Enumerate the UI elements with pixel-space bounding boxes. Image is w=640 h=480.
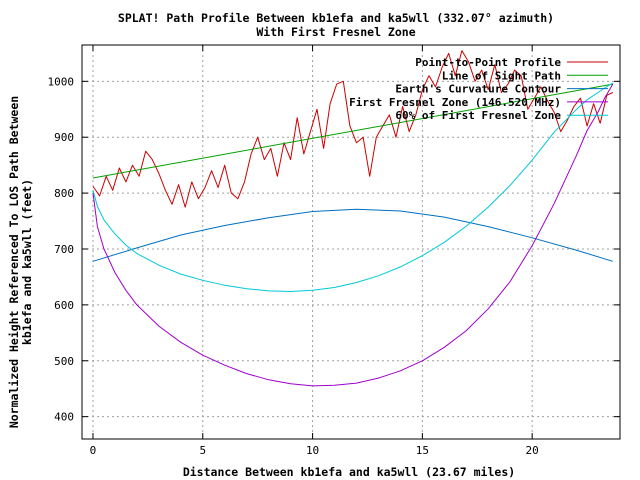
y-axis-label-line2: kb1efa and ka5wll (feet) [20,179,34,345]
x-tick-label: 5 [199,444,206,457]
legend-entry-label: Point-to-Point Profile [415,56,561,69]
x-tick-label: 0 [90,444,97,457]
x-tick-label: 20 [526,444,539,457]
legend-entry-label: Line of Sight Path [442,69,561,82]
series-layer [92,50,614,387]
grid-lines [82,45,620,439]
y-tick-label: 600 [54,299,74,312]
series-line-60-of-first-fresnel-zone [92,82,614,292]
legend-entry-label: Earth's Curvature Contour [395,83,561,96]
axis-ticks: 0 5 10 15 20 400 500 600 700 800 900 1000 [48,45,620,457]
y-tick-label: 700 [54,243,74,256]
chart-subtitle: With First Fresnel Zone [256,25,415,39]
y-axis-label-line1: Normalized Height Referenced To LOS Path… [7,96,21,428]
series-line-earth-s-curvature-contour [92,208,613,262]
x-tick-label: 15 [416,444,429,457]
series-line-first-fresnel-zone-146-520-mhz [92,83,614,387]
legend-entry-label: 60% of First Fresnel Zone [395,109,561,122]
y-tick-label: 1000 [48,75,75,88]
y-tick-label: 900 [54,131,74,144]
y-tick-label: 400 [54,411,74,424]
x-axis-label: Distance Between kb1efa and ka5wll (23.6… [183,465,515,479]
y-tick-label: 500 [54,355,74,368]
y-tick-label: 800 [54,187,74,200]
plot-border [81,44,621,440]
x-tick-label: 10 [306,444,319,457]
series-line-point-to-point-profile [92,50,614,208]
series-line-line-of-sight-path [92,83,613,179]
chart-title: SPLAT! Path Profile Between kb1efa and k… [118,11,554,25]
legend-entry-label: First Fresnel Zone (146.520 MHz) [349,96,561,109]
